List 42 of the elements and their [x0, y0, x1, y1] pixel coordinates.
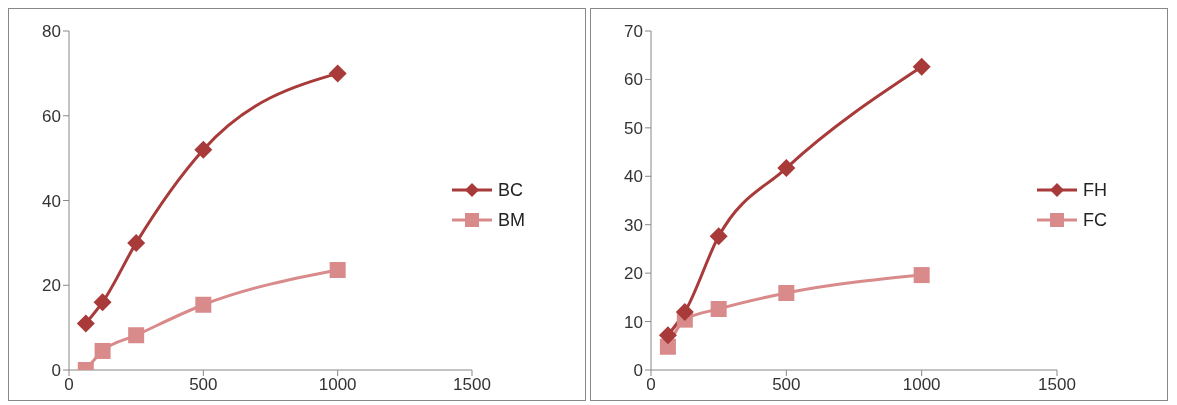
point	[94, 342, 111, 359]
y-tick-label: 60	[42, 106, 61, 126]
point	[328, 64, 347, 83]
point	[127, 233, 146, 252]
point	[76, 314, 95, 333]
x-tick-label: 1000	[902, 375, 941, 395]
point	[658, 326, 677, 345]
point	[194, 140, 213, 159]
x-tick-label: 1500	[453, 375, 491, 395]
point	[93, 293, 112, 312]
point	[675, 302, 694, 321]
x-tick-label: 500	[189, 375, 218, 395]
point	[710, 300, 727, 317]
point	[128, 327, 145, 344]
y-tick-label: 70	[624, 22, 643, 42]
point	[329, 262, 346, 278]
y-tick-label: 10	[624, 312, 643, 332]
y-tick-label: 60	[624, 70, 643, 90]
y-tick-label: 50	[624, 118, 643, 138]
y-tick-label: 20	[624, 264, 643, 284]
point	[913, 267, 930, 284]
point	[777, 159, 796, 178]
point	[195, 296, 212, 313]
point	[778, 285, 795, 301]
x-tick-label: 0	[646, 375, 656, 395]
x-tick-label: 500	[772, 375, 801, 395]
point	[709, 227, 728, 246]
x-tick-label: 1000	[318, 375, 357, 395]
legend-label: BM	[498, 208, 525, 232]
x-tick-label: 0	[64, 375, 74, 395]
y-tick-label: 30	[624, 215, 643, 235]
legend-label: FH	[1083, 178, 1107, 202]
x-tick-label: 1500	[1038, 375, 1076, 395]
legend-label: FC	[1083, 208, 1107, 232]
point	[912, 57, 931, 76]
y-tick-label: 0	[633, 361, 643, 381]
y-tick-label: 0	[51, 361, 61, 381]
y-tick-label: 80	[42, 22, 61, 42]
y-tick-label: 40	[42, 191, 61, 211]
y-tick-label: 40	[624, 167, 643, 187]
y-tick-label: 20	[42, 276, 61, 296]
legend-label: BC	[498, 178, 524, 202]
